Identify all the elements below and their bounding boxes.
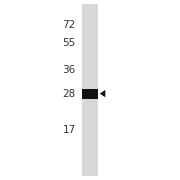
Bar: [82, 89, 98, 99]
Polygon shape: [100, 90, 105, 97]
Text: 17: 17: [62, 125, 76, 135]
Text: 36: 36: [62, 65, 76, 75]
Text: 55: 55: [62, 38, 76, 48]
Text: 28: 28: [62, 89, 76, 99]
Text: 72: 72: [62, 20, 76, 30]
Bar: [82, 4, 98, 176]
